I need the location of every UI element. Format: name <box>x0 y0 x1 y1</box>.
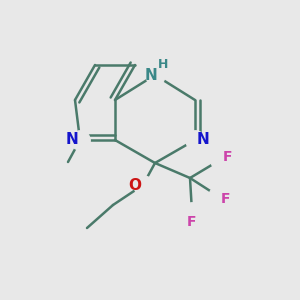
Text: N: N <box>145 68 158 82</box>
Text: O: O <box>128 178 142 193</box>
Text: F: F <box>221 192 231 206</box>
Text: N: N <box>196 133 209 148</box>
Text: F: F <box>187 215 197 229</box>
Text: F: F <box>223 150 233 164</box>
Text: N: N <box>66 133 78 148</box>
Text: H: H <box>158 58 168 71</box>
